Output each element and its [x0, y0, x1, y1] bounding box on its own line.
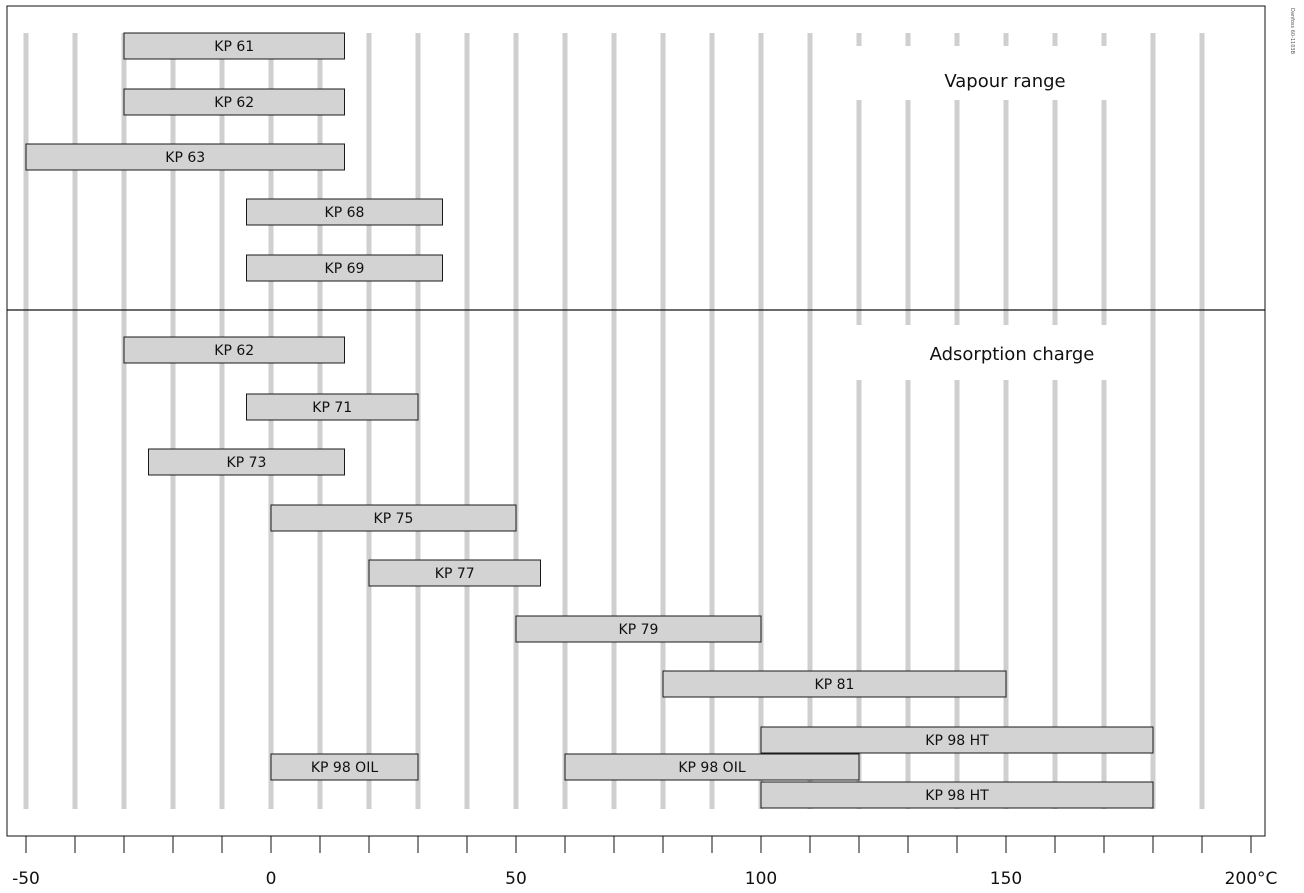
bar-label: KP 63 [165, 150, 205, 166]
bar-label: KP 79 [619, 622, 659, 638]
bar-rect [368, 559, 541, 587]
section-label-adsorption-charge: Adsorption charge [930, 344, 1095, 365]
bar-kp-69: KP 69 [246, 254, 443, 282]
bar-label: KP 73 [227, 455, 267, 471]
bar-label: KP 98 HT [925, 733, 989, 749]
section-label-vapour-range: Vapour range [944, 71, 1065, 92]
bar-rect [760, 781, 1154, 809]
bar-kp-79: KP 79 [515, 615, 762, 643]
bar-label: KP 61 [214, 39, 254, 55]
x-tick-label: 0 [266, 869, 277, 889]
bar-kp-81: KP 81 [662, 670, 1007, 698]
bar-kp-62: KP 62 [123, 88, 345, 116]
bar-label: KP 69 [325, 261, 365, 277]
chart-frame [6, 5, 1266, 837]
bar-kp-63: KP 63 [25, 143, 345, 171]
bar-rect [760, 726, 1154, 754]
bar-kp-61: KP 61 [123, 32, 345, 60]
bar-rect [246, 254, 443, 282]
bar-label: KP 75 [374, 511, 414, 527]
bar-rect [246, 393, 419, 421]
bar-kp-75: KP 75 [270, 504, 517, 532]
bar-label: KP 77 [435, 566, 475, 582]
bar-label: KP 71 [312, 400, 352, 416]
bar-kp-77: KP 77 [368, 559, 541, 587]
bar-rect [662, 670, 1007, 698]
bar-rect [25, 143, 345, 171]
bar-label: KP 98 OIL [311, 760, 378, 776]
bar-label: KP 81 [815, 677, 855, 693]
bar-kp-71: KP 71 [246, 393, 419, 421]
x-axis: -50 0 50 100 150 200°C [12, 836, 1277, 889]
bar-kp-98-oil: KP 98 OIL [270, 753, 419, 781]
bar-rect [123, 336, 345, 364]
bar-rect [148, 448, 345, 476]
x-tick-label: -50 [12, 869, 40, 889]
bar-rect [515, 615, 762, 643]
bar-kp-98-oil: KP 98 OIL [564, 753, 860, 781]
bar-label: KP 98 OIL [678, 760, 745, 776]
bar-rect [246, 198, 443, 226]
bar-rect [123, 88, 345, 116]
bar-label: KP 98 HT [925, 788, 989, 804]
watermark-code: Danfoss 60-1103B [1289, 8, 1295, 55]
bar-rect [564, 753, 860, 781]
x-tick-label: 200°C [1225, 869, 1278, 889]
bars-layer: KP 61 KP 62 KP 63 KP 68 KP 69 KP 62 KP 71 KP 73… [25, 32, 1154, 809]
bar-kp-73: KP 73 [148, 448, 345, 476]
x-tick-label: 50 [505, 869, 527, 889]
bar-rect [270, 753, 419, 781]
plot-border [6, 5, 1266, 837]
bar-label: KP 62 [214, 343, 254, 359]
x-tick-label: 150 [990, 869, 1022, 889]
bar-rect [123, 32, 345, 60]
x-tick-label: 100 [745, 869, 777, 889]
bar-kp-98-ht: KP 98 HT [760, 781, 1154, 809]
bar-label: KP 62 [214, 95, 254, 111]
bar-kp-68: KP 68 [246, 198, 443, 226]
bar-label: KP 68 [325, 205, 365, 221]
bar-rect [270, 504, 517, 532]
bar-kp-62: KP 62 [123, 336, 345, 364]
bar-kp-98-ht: KP 98 HT [760, 726, 1154, 754]
